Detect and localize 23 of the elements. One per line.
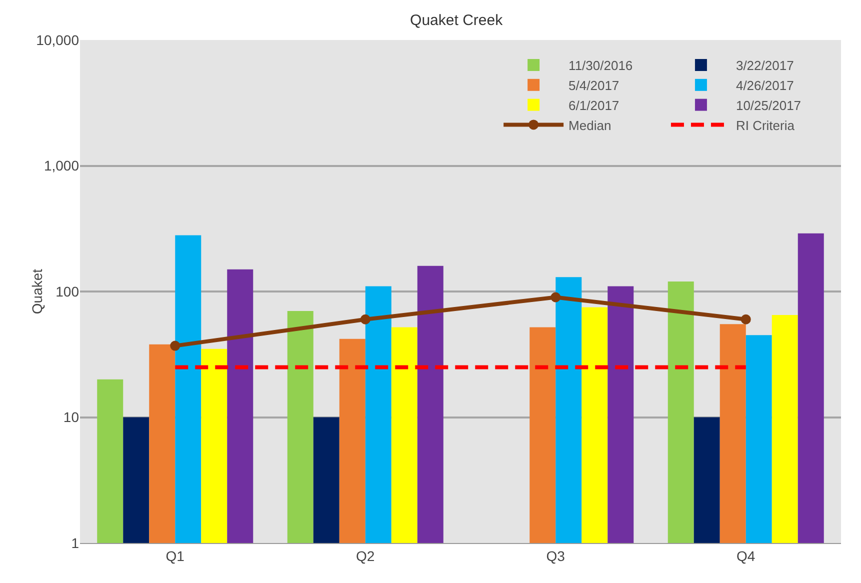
chart-title: Quaket Creek (410, 12, 504, 30)
x-tick-label: Q3 (546, 548, 566, 564)
x-tick-label: Q4 (736, 548, 756, 564)
y-tick-label: 10,000 (36, 32, 80, 48)
point (740, 314, 751, 324)
legend-label: 6/1/2017 (568, 98, 620, 113)
y-axis-title: Quaket (29, 268, 45, 314)
legend-label: 4/26/2017 (736, 78, 794, 93)
x-tick-label: Q2 (356, 548, 375, 564)
point (550, 292, 561, 302)
legend-label: 10/25/2017 (736, 98, 802, 113)
legend-label: 3/22/2017 (736, 58, 794, 74)
y-tick-label: 100 (56, 283, 80, 300)
x-tick-label: Q1 (166, 548, 185, 564)
legend-label: 5/4/2017 (568, 78, 620, 93)
point (360, 314, 370, 324)
legend-label: RI Criteria (736, 118, 796, 133)
point (170, 340, 180, 351)
y-tick-label: 1 (71, 534, 80, 551)
y-tick-label: 1,000 (44, 158, 80, 174)
y-tick-label: 10 (63, 409, 80, 426)
legend-label: Median (568, 118, 612, 133)
legend-label: 11/30/2016 (568, 58, 633, 74)
